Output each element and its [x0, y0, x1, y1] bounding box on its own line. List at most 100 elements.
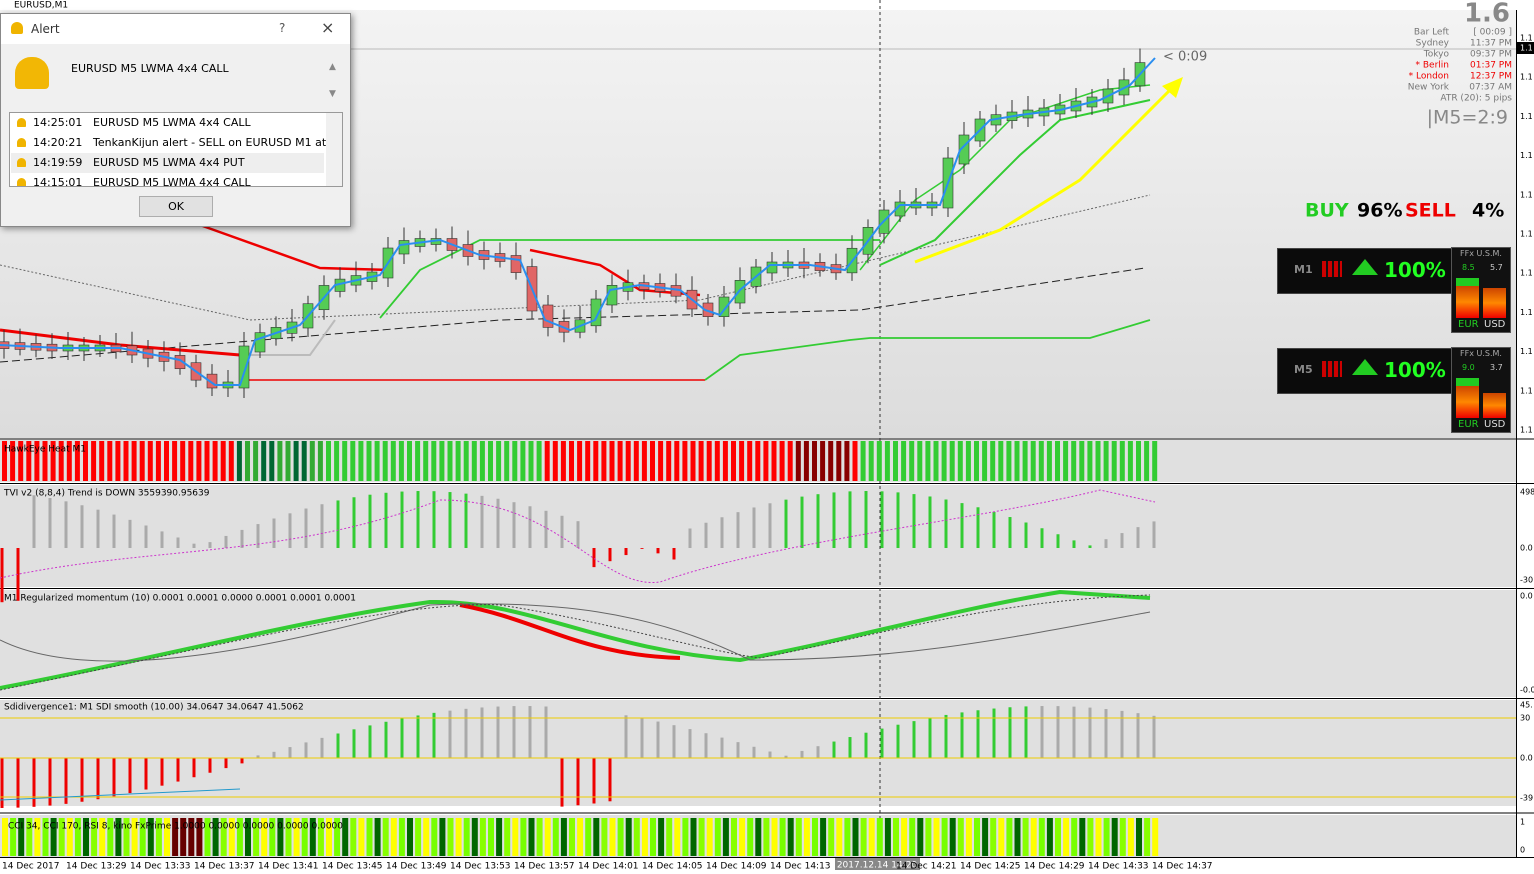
gauge-brand: FFx U.S.M.: [1460, 249, 1502, 258]
help-button[interactable]: ?: [279, 21, 286, 35]
axis-label: 45.: [1520, 701, 1533, 710]
price-label: 1.1: [1520, 426, 1533, 435]
cci-bar: [974, 818, 980, 856]
cci-bar: [455, 818, 462, 856]
axis-label: -30: [1520, 576, 1533, 585]
heat-bar: [1119, 441, 1125, 481]
cci-bar: [682, 818, 689, 856]
heat-bar: [1030, 441, 1036, 481]
heat-bar: [504, 441, 510, 481]
cci-bar: [479, 818, 486, 856]
window-title: EURUSD,M1: [14, 1, 68, 11]
cci-bar: [609, 818, 616, 856]
row-text: EURUSD M5 LWMA 4x4 PUT: [93, 156, 245, 169]
sub-indicators: [0, 441, 1159, 856]
cci-bar: [107, 818, 114, 856]
cci-bar: [155, 818, 162, 856]
cci-bar: [1006, 818, 1013, 856]
heat-bar: [1038, 441, 1044, 481]
cci-bar: [172, 818, 179, 856]
list-scrollbar: [326, 113, 342, 186]
scroll-down[interactable]: ▼: [329, 89, 336, 99]
heat-bar: [390, 441, 396, 481]
time-label: 14 Dec 13:29: [66, 862, 127, 872]
heat-bar: [536, 441, 542, 481]
cci-bar: [1111, 818, 1118, 856]
heat-bar: [261, 441, 267, 481]
heat-bar: [431, 441, 437, 481]
heat-bar: [180, 441, 186, 481]
time-label: 14 Dec 14:25: [960, 862, 1021, 872]
cci-bar: [439, 818, 446, 856]
momentum-pane: [0, 590, 1516, 697]
gauge-m5: FFx U.S.M. 9.0 3.7 EUR USD: [1451, 347, 1511, 433]
heat-bar: [957, 441, 963, 481]
heat-bar: [34, 441, 40, 481]
axis-label: 0.0: [1520, 592, 1533, 601]
cci-bar: [293, 818, 300, 856]
cci-bar: [123, 818, 130, 856]
cci-bar: [390, 818, 397, 856]
cci-bar: [188, 818, 195, 856]
bell-icon: [11, 22, 23, 34]
alert-title: Alert: [31, 22, 60, 36]
heat-bar: [83, 441, 88, 481]
heat-bar: [925, 441, 931, 481]
heat-bar: [220, 441, 226, 481]
time-label: 14 Dec 2017: [2, 862, 60, 872]
cci-bar: [342, 818, 349, 856]
heat-bar: [803, 441, 809, 481]
cci-bar: [1152, 818, 1159, 856]
cci-bar: [860, 818, 867, 856]
heat-bar: [779, 441, 785, 481]
cci-bar: [577, 818, 584, 856]
heat-bar: [1095, 441, 1101, 481]
cci-bar: [852, 818, 859, 856]
heat-bar: [520, 441, 526, 481]
alert-row: 14:15:01 EURUSD M5 LWMA 4x4 CALL: [11, 173, 324, 186]
gauge-bar: [1483, 288, 1506, 318]
sdi-pane: [0, 700, 1516, 806]
ok-button[interactable]: OK: [139, 196, 213, 217]
heat-bar: [131, 441, 137, 481]
cci-bar: [957, 818, 964, 856]
cci-bar: [326, 818, 332, 856]
heat-bar: [204, 441, 210, 481]
cci-bar: [990, 818, 997, 856]
cci-bar: [787, 818, 794, 856]
alert-row: 14:25:01 EURUSD M5 LWMA 4x4 CALL: [11, 113, 324, 133]
cci-bar: [722, 818, 729, 856]
cci-bar: [812, 818, 818, 856]
gauge-cur2: USD: [1484, 319, 1506, 330]
heat-bar: [512, 441, 518, 481]
cci-bar: [285, 818, 292, 856]
heat-bar: [544, 441, 550, 481]
cci-bar: [933, 818, 940, 856]
heat-bar: [1014, 441, 1020, 481]
heat-bar: [747, 441, 753, 481]
heat-bar: [423, 441, 429, 481]
price-label: 1.1: [1520, 308, 1533, 317]
candle-body: [702, 302, 714, 317]
cci-bar: [925, 818, 932, 856]
bar-left-label: Bar Left: [1414, 28, 1450, 38]
scroll-up[interactable]: ▲: [329, 62, 336, 72]
cci-bar: [982, 818, 989, 856]
row-bell: [17, 178, 26, 186]
row-time: 14:19:59: [33, 156, 83, 169]
axis-label: 0.0: [1520, 544, 1533, 553]
cci-bar: [949, 818, 956, 856]
heat-bar: [528, 441, 534, 481]
gauge-right: 5.7: [1490, 263, 1503, 272]
cci-bar: [771, 818, 778, 856]
cci-bar: [398, 818, 405, 856]
heat-title: HawkEye Heat M1: [4, 445, 86, 455]
cci-bar: [536, 818, 543, 856]
heat-bar: [164, 441, 169, 481]
heat-bar: [1079, 441, 1085, 481]
gauge-bar: [1456, 378, 1479, 418]
close-button[interactable]: ×: [321, 18, 335, 37]
cci-bar: [1071, 818, 1078, 856]
cci-title: CCI 34, CCI 170, RSI 8, kino FxPrime 1.0…: [8, 822, 343, 832]
